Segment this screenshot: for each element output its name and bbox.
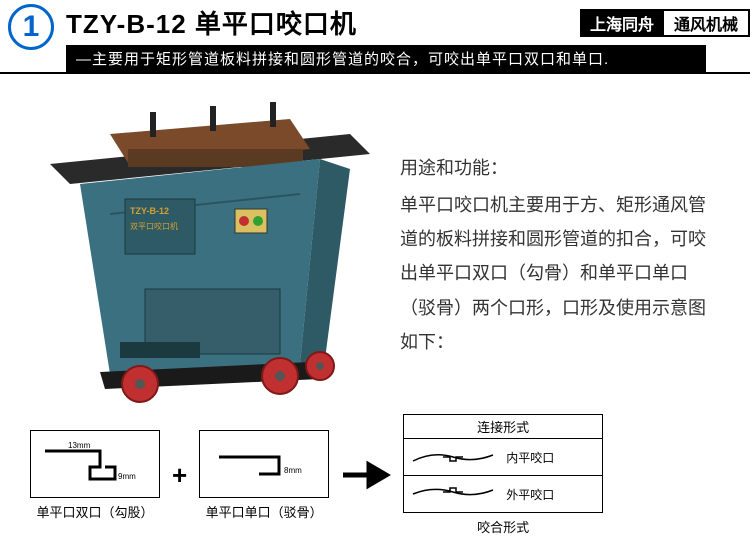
arrow-icon	[341, 460, 391, 490]
subtitle: —主要用于矩形管道板料拼接和圆形管道的咬合，可咬出单平口双口和单口.	[66, 45, 706, 72]
profile-right-label: 单平口单口（驳骨）	[199, 502, 329, 521]
title-block: TZY-B-12 单平口咬口机 上海同舟 通风机械 —主要用于矩形管道板料拼接和…	[66, 4, 750, 72]
desc-heading: 用途和功能：	[400, 154, 720, 180]
svg-text:13mm: 13mm	[68, 441, 91, 450]
joint-inner-icon	[408, 443, 498, 471]
svg-text:9mm: 9mm	[118, 472, 136, 481]
result-row1-label: 内平咬口	[506, 449, 554, 466]
content-area: TZY-B-12 双平口咬口机 用途和功能： 单平口咬口机主要用于方、矩形通风管…	[0, 74, 750, 404]
plus-icon: +	[172, 460, 187, 491]
brand-left: 上海同舟	[580, 9, 664, 37]
description-block: 用途和功能： 单平口咬口机主要用于方、矩形通风管道的板料拼接和圆形管道的扣合，可…	[390, 94, 740, 404]
profile-left-label: 单平口双口（勾股）	[30, 502, 160, 521]
profile-diagram-row: 13mm 9mm 单平口双口（勾股） + 8mm 单平口单口（驳骨） 连接形式	[0, 404, 750, 536]
machine-illustration: TZY-B-12 双平口咬口机	[10, 94, 390, 404]
profile-left: 13mm 9mm 单平口双口（勾股）	[30, 430, 160, 521]
joint-outer-icon	[408, 480, 498, 508]
desc-body: 单平口咬口机主要用于方、矩形通风管道的板料拼接和圆形管道的扣合，可咬出单平口双口…	[400, 188, 720, 359]
profile-right: 8mm 单平口单口（驳骨）	[199, 430, 329, 521]
result-block: 连接形式 内平咬口 外平咬口 咬合形式	[403, 414, 603, 536]
svg-text:8mm: 8mm	[284, 466, 302, 475]
result-footer: 咬合形式	[403, 517, 603, 536]
svg-text:双平口咬口机: 双平口咬口机	[130, 221, 178, 231]
header: 1 TZY-B-12 单平口咬口机 上海同舟 通风机械 —主要用于矩形管道板料拼…	[0, 0, 750, 74]
brand-badge: 上海同舟 通风机械	[580, 9, 750, 37]
result-header: 连接形式	[404, 415, 602, 439]
section-number-badge: 1	[8, 4, 54, 50]
product-title: TZY-B-12 单平口咬口机	[66, 4, 357, 41]
svg-text:TZY-B-12: TZY-B-12	[130, 206, 169, 216]
profile-left-icon: 13mm 9mm	[40, 439, 150, 489]
profile-right-icon: 8mm	[209, 439, 319, 489]
brand-right: 通风机械	[664, 9, 750, 37]
result-row2-label: 外平咬口	[506, 486, 554, 503]
